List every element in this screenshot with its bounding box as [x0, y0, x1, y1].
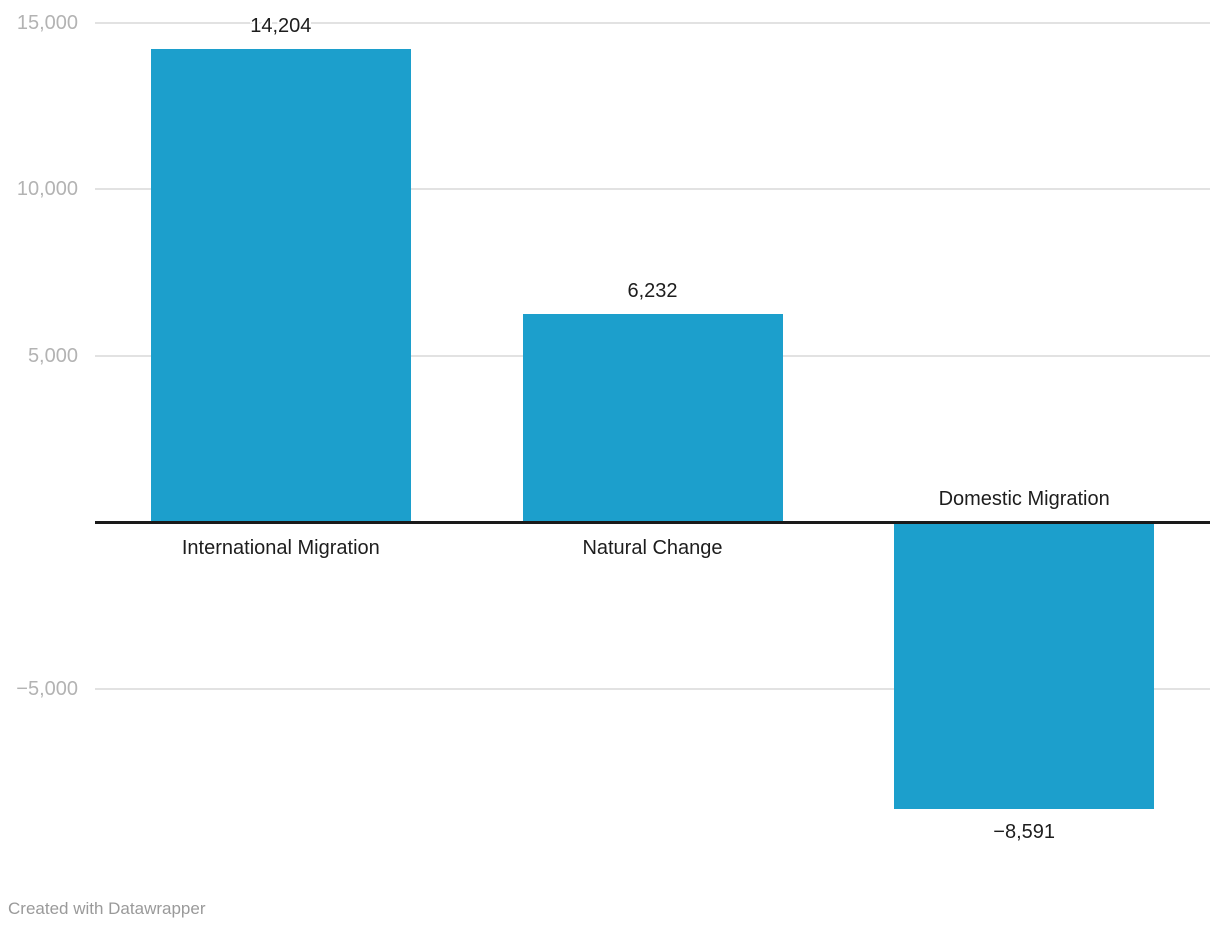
category-label-international-migration: International Migration	[181, 537, 380, 559]
bar-domestic-migration[interactable]	[894, 523, 1155, 810]
datawrapper-attribution[interactable]: Created with Datawrapper	[8, 899, 206, 918]
y-tick-label: 15,000	[16, 11, 78, 34]
y-tick-label: 5,000	[27, 344, 78, 367]
bar-natural-change[interactable]	[522, 314, 783, 522]
value-label-natural-change: 6,232	[627, 280, 678, 303]
category-label-domestic-migration: Domestic Migration	[938, 488, 1110, 510]
value-label-international-migration: 14,204	[250, 15, 312, 37]
value-label-domestic-migration: −8,591	[993, 821, 1056, 844]
y-tick-label: 10,000	[16, 178, 78, 200]
zero-baseline	[95, 520, 1210, 524]
bar-international-migration[interactable]	[150, 49, 411, 522]
category-label-natural-change: Natural Change	[582, 537, 723, 559]
y-tick-label: −5,000	[16, 677, 78, 700]
gridline--5000	[95, 687, 1210, 690]
gridline-15000	[95, 21, 1210, 24]
gridline-10000	[95, 188, 1210, 190]
